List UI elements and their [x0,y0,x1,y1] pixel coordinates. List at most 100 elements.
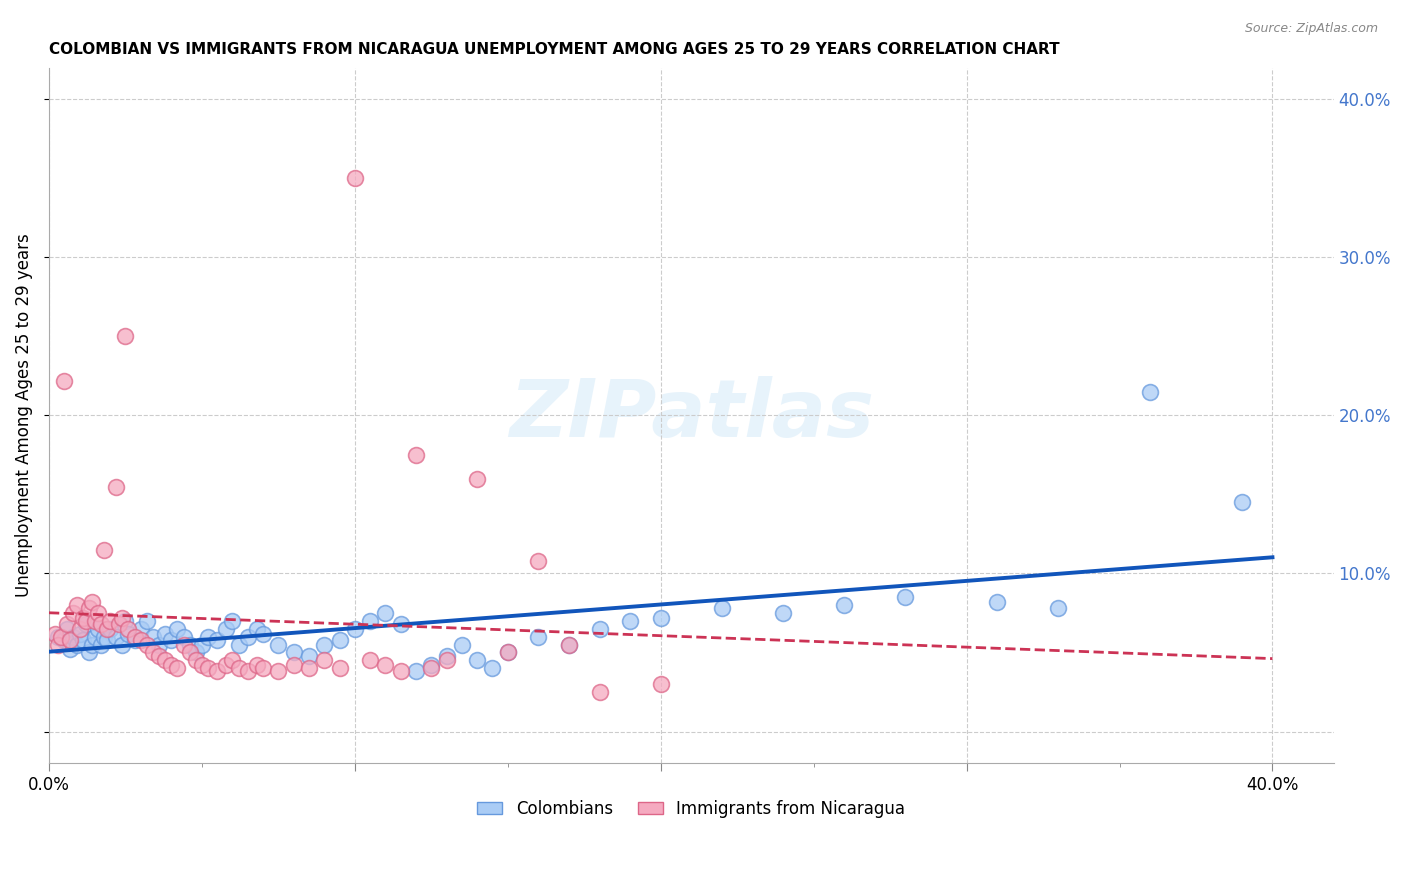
Point [96,632,118,647]
Text: ZIPatlas: ZIPatlas [509,376,873,454]
Point [62,606,84,620]
Point [75,617,97,632]
Point [420,658,443,673]
Point [298,648,321,663]
Point [44,626,66,640]
Point [465,472,488,486]
Point [160,632,183,647]
Point [142,645,165,659]
Point [329,632,352,647]
Text: COLOMBIAN VS IMMIGRANTS FROM NICARAGUA UNEMPLOYMENT AMONG AGES 25 TO 29 YEARS CO: COLOMBIAN VS IMMIGRANTS FROM NICARAGUA U… [49,42,1060,57]
Point [117,622,139,636]
Point [215,622,238,636]
Point [283,645,305,659]
Point [46,630,69,644]
Point [359,614,381,628]
Point [105,479,128,493]
Point [135,638,157,652]
Point [588,685,610,699]
Point [56,622,79,636]
Point [59,632,82,647]
Point [436,648,458,663]
Point [832,598,855,612]
Point [894,590,917,604]
Point [72,632,94,647]
Point [314,638,336,652]
Point [298,661,321,675]
Point [59,642,82,657]
Point [710,601,733,615]
Point [142,630,165,644]
Point [191,638,214,652]
Point [83,630,105,644]
Point [98,622,121,636]
Point [98,614,121,628]
Point [283,658,305,673]
Point [90,617,112,632]
Point [650,611,672,625]
Point [221,653,243,667]
Point [77,645,100,659]
Point [114,329,136,343]
Point [558,638,581,652]
Point [374,658,396,673]
Point [236,630,259,644]
Point [179,638,201,652]
Point [236,665,259,679]
Point [69,622,91,636]
Point [166,622,188,636]
Point [420,661,443,675]
Y-axis label: Unemployment Among Ages 25 to 29 years: Unemployment Among Ages 25 to 29 years [15,234,32,598]
Point [65,638,87,652]
Point [527,630,550,644]
Point [129,632,152,647]
Point [111,611,134,625]
Text: Source: ZipAtlas.com: Source: ZipAtlas.com [1244,22,1378,36]
Point [389,665,412,679]
Point [129,622,152,636]
Point [51,630,73,644]
Point [374,606,396,620]
Point [650,677,672,691]
Point [1230,495,1253,509]
Point [93,542,115,557]
Point [197,661,219,675]
Point [405,665,427,679]
Point [124,630,146,644]
Point [329,661,352,675]
Point [53,632,76,647]
Point [228,638,250,652]
Point [451,638,474,652]
Point [65,598,87,612]
Point [205,665,228,679]
Point [124,632,146,647]
Point [228,661,250,675]
Point [56,617,79,632]
Point [173,630,195,644]
Point [72,611,94,625]
Point [389,617,412,632]
Point [83,614,105,628]
Point [246,658,269,673]
Point [160,658,183,673]
Point [87,622,110,636]
Point [114,614,136,628]
Point [343,622,366,636]
Point [184,653,207,667]
Point [96,622,118,636]
Point [436,653,458,667]
Point [558,638,581,652]
Point [527,554,550,568]
Point [405,448,427,462]
Point [135,614,157,628]
Point [53,374,76,388]
Point [77,601,100,615]
Point [179,645,201,659]
Point [619,614,641,628]
Point [153,626,176,640]
Point [588,622,610,636]
Point [90,638,112,652]
Point [148,638,170,652]
Point [166,661,188,675]
Point [267,638,290,652]
